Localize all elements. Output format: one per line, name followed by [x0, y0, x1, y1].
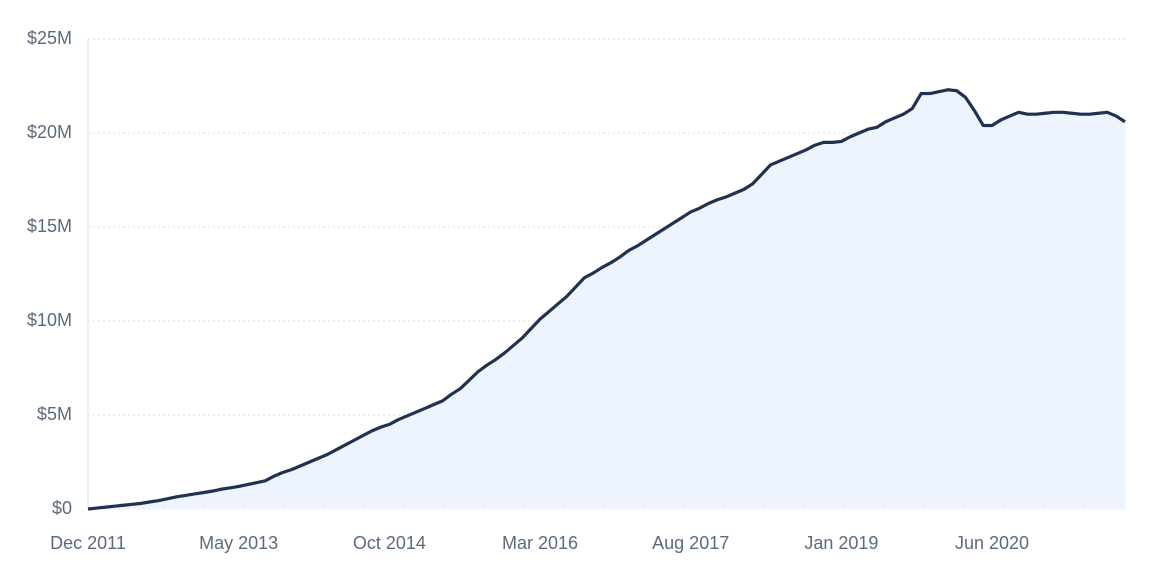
x-tick-label: Jun 2020 — [955, 533, 1029, 553]
y-tick-label: $20M — [27, 122, 72, 142]
line — [87, 88, 1126, 511]
y-tick-label: $5M — [37, 404, 72, 424]
y-tick-label: $15M — [27, 216, 72, 236]
area-fill — [88, 89, 1125, 509]
x-tick-label: Jan 2019 — [804, 533, 878, 553]
x-tick-label: Oct 2014 — [353, 533, 426, 553]
x-tick-label: Dec 2011 — [50, 533, 126, 553]
x-tick-label: May 2013 — [199, 533, 278, 553]
y-tick-label: $10M — [27, 310, 72, 330]
x-tick-label: Aug 2017 — [652, 533, 729, 553]
y-tick-label: $25M — [27, 28, 72, 48]
y-tick-label: $0 — [52, 498, 72, 518]
x-tick-label: Mar 2016 — [502, 533, 578, 553]
